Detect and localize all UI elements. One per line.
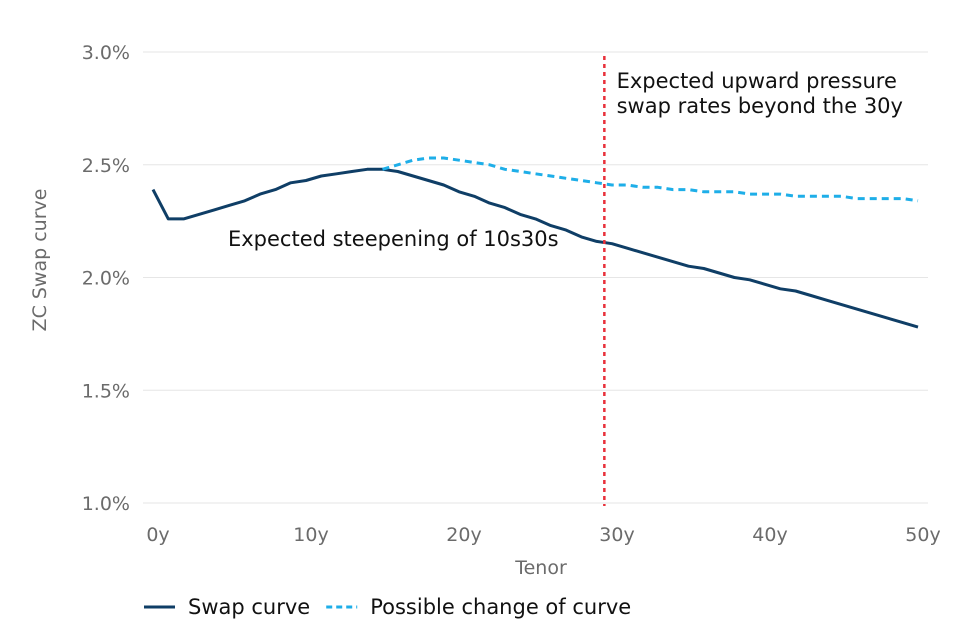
series-lines: [151, 156, 919, 329]
y-tick-label: 3.0%: [82, 42, 130, 64]
annotations: Expected steepening of 10s30s Expected up…: [228, 69, 903, 251]
y-tick-label: 1.0%: [82, 493, 130, 515]
annotation-text: Expected steepening of 10s30s: [228, 227, 559, 251]
x-tick-label: 40y: [752, 524, 787, 546]
x-tick-label: 20y: [446, 524, 481, 546]
y-tick-label: 2.5%: [82, 155, 130, 177]
x-tick-label: 10y: [293, 524, 328, 546]
legend-label: Possible change of curve: [370, 595, 631, 619]
x-tick-label: 30y: [599, 524, 634, 546]
series-line-swap-curve: [151, 167, 919, 329]
legend-label: Swap curve: [188, 595, 310, 619]
y-tick-label: 2.0%: [82, 268, 130, 290]
legend: Swap curve Possible change of curve: [144, 595, 631, 619]
y-axis-title: ZC Swap curve: [29, 189, 51, 332]
y-axis-ticks: 1.0% 1.5% 2.0% 2.5% 3.0%: [82, 42, 130, 515]
annotation-text: swap rates beyond the 30y: [617, 94, 903, 118]
x-tick-label: 50y: [905, 524, 940, 546]
annotation-text: Expected upward pressure: [617, 69, 897, 93]
x-tick-label: 0y: [146, 524, 169, 546]
grid-lines: [143, 51, 928, 504]
y-tick-label: 1.5%: [82, 380, 130, 402]
x-axis-ticks: 0y 10y 20y 30y 40y 50y: [146, 524, 940, 546]
series-line-possible-change: [382, 156, 919, 203]
x-axis-title: Tenor: [514, 557, 567, 579]
